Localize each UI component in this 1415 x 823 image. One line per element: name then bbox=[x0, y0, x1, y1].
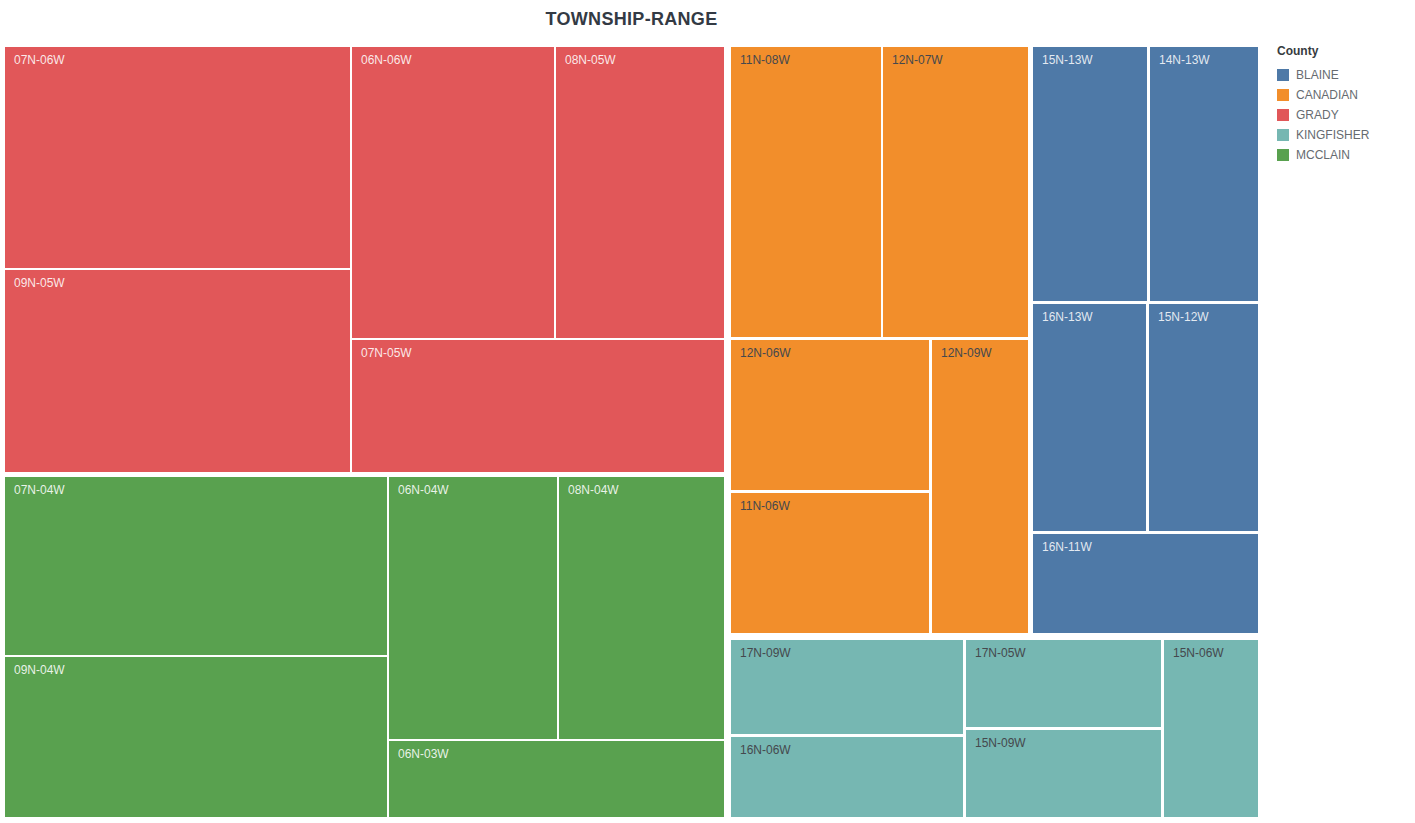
legend-title: County bbox=[1277, 44, 1407, 58]
tile-label: 06N-06W bbox=[361, 53, 545, 67]
legend-label: BLAINE bbox=[1296, 68, 1339, 82]
legend: County BLAINE CANADIAN GRADY KINGFISHER MCCL… bbox=[1277, 44, 1407, 165]
treemap: 07N-06W 09N-05W 06N-06W 08N-05W 07N-05W 07N-0… bbox=[0, 0, 1415, 823]
tile-label: 11N-08W bbox=[740, 53, 872, 67]
treemap-tile-14n-13w[interactable]: 14N-13W bbox=[1150, 47, 1258, 301]
legend-label: KINGFISHER bbox=[1296, 128, 1369, 142]
legend-label: GRADY bbox=[1296, 108, 1339, 122]
treemap-tile-15n-09w[interactable]: 15N-09W bbox=[966, 730, 1161, 817]
tile-label: 12N-07W bbox=[892, 53, 1019, 67]
treemap-tile-16n-11w[interactable]: 16N-11W bbox=[1033, 534, 1258, 633]
treemap-tile-07n-05w[interactable]: 07N-05W bbox=[352, 340, 724, 472]
tile-label: 15N-13W bbox=[1042, 53, 1138, 67]
treemap-tile-12n-06w[interactable]: 12N-06W bbox=[731, 340, 929, 490]
tile-label: 16N-13W bbox=[1042, 310, 1137, 324]
tile-label: 15N-12W bbox=[1158, 310, 1249, 324]
legend-item-grady[interactable]: GRADY bbox=[1277, 105, 1407, 125]
tile-label: 12N-06W bbox=[740, 346, 920, 360]
tile-label: 16N-11W bbox=[1042, 540, 1249, 554]
treemap-tile-06n-04w[interactable]: 06N-04W bbox=[389, 477, 557, 739]
legend-label: CANADIAN bbox=[1296, 88, 1358, 102]
tile-label: 07N-04W bbox=[14, 483, 378, 497]
legend-item-blaine[interactable]: BLAINE bbox=[1277, 65, 1407, 85]
treemap-tile-16n-13w[interactable]: 16N-13W bbox=[1033, 304, 1146, 531]
legend-items: BLAINE CANADIAN GRADY KINGFISHER MCCLAIN bbox=[1277, 65, 1407, 165]
legend-item-canadian[interactable]: CANADIAN bbox=[1277, 85, 1407, 105]
legend-label: MCCLAIN bbox=[1296, 148, 1350, 162]
legend-swatch-canadian bbox=[1277, 89, 1289, 101]
tile-label: 09N-04W bbox=[14, 663, 378, 677]
treemap-tile-06n-03w[interactable]: 06N-03W bbox=[389, 741, 724, 817]
legend-swatch-mcclain bbox=[1277, 149, 1289, 161]
treemap-tile-07n-06w[interactable]: 07N-06W bbox=[5, 47, 350, 268]
tile-label: 12N-09W bbox=[941, 346, 1019, 360]
treemap-tile-07n-04w[interactable]: 07N-04W bbox=[5, 477, 387, 655]
tile-label: 07N-06W bbox=[14, 53, 341, 67]
treemap-tile-11n-08w[interactable]: 11N-08W bbox=[731, 47, 881, 337]
treemap-tile-16n-06w[interactable]: 16N-06W bbox=[731, 737, 963, 817]
treemap-tile-09n-05w[interactable]: 09N-05W bbox=[5, 270, 350, 472]
tile-label: 11N-06W bbox=[740, 499, 920, 513]
tile-label: 07N-05W bbox=[361, 346, 715, 360]
treemap-tile-09n-04w[interactable]: 09N-04W bbox=[5, 657, 387, 817]
tile-label: 17N-05W bbox=[975, 646, 1152, 660]
legend-swatch-blaine bbox=[1277, 69, 1289, 81]
tile-label: 09N-05W bbox=[14, 276, 341, 290]
tile-label: 08N-05W bbox=[565, 53, 715, 67]
treemap-tile-17n-05w[interactable]: 17N-05W bbox=[966, 640, 1161, 727]
tile-label: 15N-06W bbox=[1173, 646, 1249, 660]
legend-swatch-kingfisher bbox=[1277, 129, 1289, 141]
tile-label: 08N-04W bbox=[568, 483, 715, 497]
treemap-tile-06n-06w[interactable]: 06N-06W bbox=[352, 47, 554, 338]
tile-label: 16N-06W bbox=[740, 743, 954, 757]
legend-swatch-grady bbox=[1277, 109, 1289, 121]
tile-label: 17N-09W bbox=[740, 646, 954, 660]
tile-label: 06N-03W bbox=[398, 747, 715, 761]
tile-label: 06N-04W bbox=[398, 483, 548, 497]
treemap-tile-08n-04w[interactable]: 08N-04W bbox=[559, 477, 724, 739]
treemap-tile-15n-06w[interactable]: 15N-06W bbox=[1164, 640, 1258, 817]
treemap-tile-17n-09w[interactable]: 17N-09W bbox=[731, 640, 963, 734]
treemap-tile-15n-13w[interactable]: 15N-13W bbox=[1033, 47, 1147, 301]
treemap-tile-12n-07w[interactable]: 12N-07W bbox=[883, 47, 1028, 337]
tile-label: 14N-13W bbox=[1159, 53, 1249, 67]
treemap-tile-12n-09w[interactable]: 12N-09W bbox=[932, 340, 1028, 633]
treemap-tile-08n-05w[interactable]: 08N-05W bbox=[556, 47, 724, 338]
treemap-tile-11n-06w[interactable]: 11N-06W bbox=[731, 493, 929, 633]
legend-item-mcclain[interactable]: MCCLAIN bbox=[1277, 145, 1407, 165]
legend-item-kingfisher[interactable]: KINGFISHER bbox=[1277, 125, 1407, 145]
tile-label: 15N-09W bbox=[975, 736, 1152, 750]
treemap-tile-15n-12w[interactable]: 15N-12W bbox=[1149, 304, 1258, 531]
